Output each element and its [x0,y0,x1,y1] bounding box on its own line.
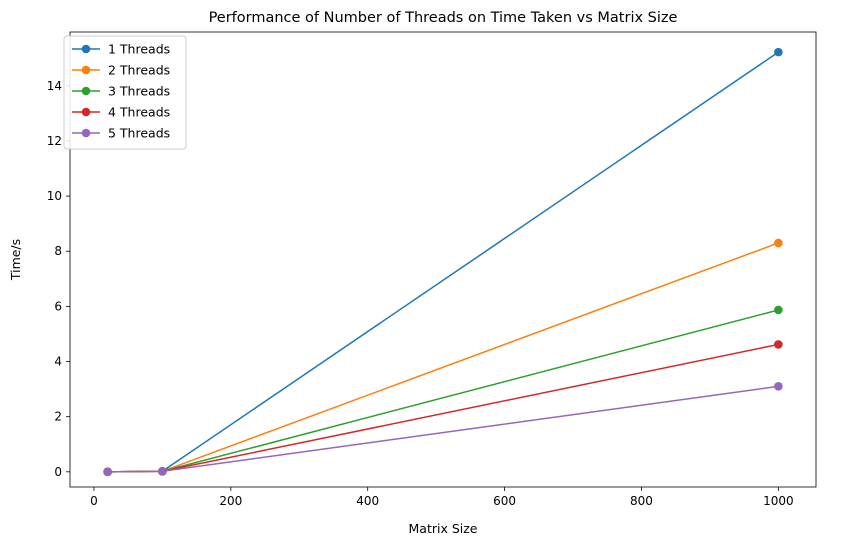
series-line [107,343,779,473]
series-line [107,309,779,473]
data-point [774,305,783,315]
legend-item: 1 Threads [72,42,170,57]
x-tick-label: 0 [90,494,98,508]
x-axis: 0 200 400 600 800 1000 [90,487,794,508]
legend-label: 3 Threads [108,84,170,99]
legend-marker [81,44,91,54]
legend-marker [81,86,91,96]
series-5 [103,382,783,477]
legend-marker [81,128,91,138]
series-line [107,51,779,473]
y-tick-label: 6 [54,299,62,313]
y-tick-label: 10 [47,189,62,203]
data-point [774,340,783,349]
x-tick-label: 200 [219,494,242,508]
x-tick-label: 1000 [763,494,794,508]
y-tick-label: 12 [47,134,62,148]
y-tick-label: 14 [47,79,62,93]
legend-marker [81,107,91,117]
x-tick-label: 400 [356,494,379,508]
data-point [774,238,783,248]
legend-item: 2 Threads [72,63,170,78]
data-point [158,466,167,476]
legend-item: 5 Threads [72,126,170,141]
y-tick-label: 0 [54,465,62,479]
y-axis: 0 2 4 6 8 10 12 14 [47,79,70,479]
legend-box [63,35,187,150]
y-tick-label: 2 [54,410,62,424]
data-point [774,47,783,57]
legend-marker [81,65,91,75]
series-layer [103,47,783,477]
data-point [774,382,783,391]
y-axis-label: Time/s [8,239,23,281]
legend-item: 4 Threads [72,105,170,120]
legend-label: 2 Threads [108,63,170,78]
legend-label: 4 Threads [108,105,170,120]
x-tick-label: 800 [630,494,653,508]
legend-item: 3 Threads [72,84,170,99]
series-1 [103,47,783,477]
series-3 [103,305,783,477]
series-line [107,242,779,473]
legend: 1 Threads 2 Threads 3 Threads 4 Threads 5 Th… [63,35,187,150]
y-tick-label: 4 [54,355,62,369]
series-2 [103,238,783,477]
chart-title: Performance of Number of Threads on Time… [209,10,678,26]
data-point [103,467,112,477]
y-tick-label: 8 [54,244,62,258]
plot-frame [69,31,817,488]
x-axis-label: Matrix Size [409,521,478,536]
plot-area: 0 200 400 600 800 1000 0 2 4 6 8 10 12 14 [47,31,817,508]
x-tick-label: 600 [493,494,516,508]
legend-label: 5 Threads [108,126,170,141]
legend-label: 1 Threads [108,42,170,57]
